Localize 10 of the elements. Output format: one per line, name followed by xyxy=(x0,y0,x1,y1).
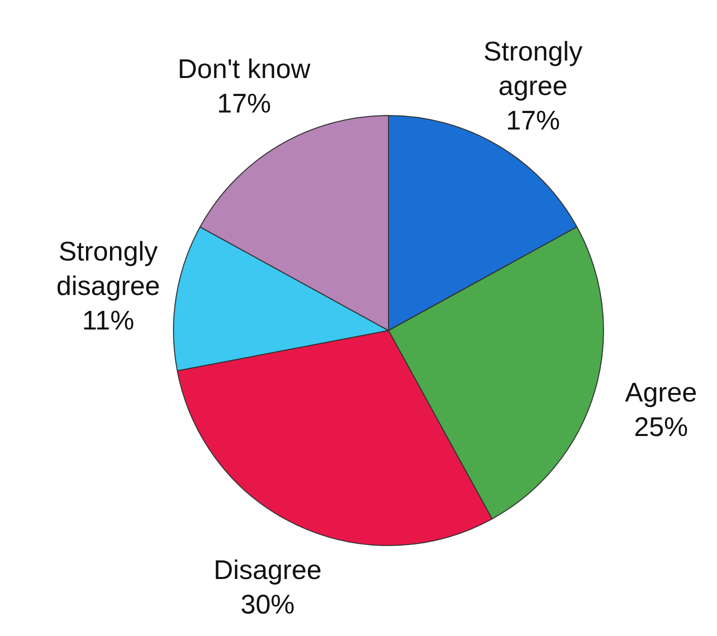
slice-label: Disagree xyxy=(214,555,322,586)
slice-label: Strongly agree xyxy=(483,36,583,102)
data-label: 17% xyxy=(217,88,272,118)
data-label: 25% xyxy=(634,412,688,442)
data-label: 17% xyxy=(506,106,560,136)
slice-label: Strongly disagree xyxy=(56,236,160,302)
data-label: 30% xyxy=(240,590,295,620)
slice-label: Don't know xyxy=(178,54,311,84)
data-label: 11% xyxy=(82,306,134,336)
slice-label: Agree xyxy=(625,377,698,408)
